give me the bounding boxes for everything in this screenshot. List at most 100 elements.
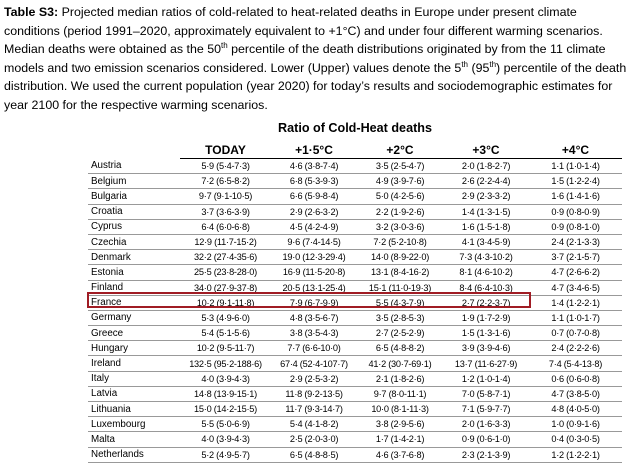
ratio-cell: 4·8 (4·0-5·0) (529, 401, 622, 418)
ratio-cell: 2·9 (2·5-3·2) (271, 371, 357, 387)
table-row: Germany 5·3 (4·9-6·0) 4·8 (3·5-6·7) 3·5 (2·… (88, 310, 622, 327)
ratio-cell: 2·3 (2·1-3·9) (443, 447, 529, 463)
ratio-cell: 1·4 (1·2-2·1) (529, 295, 622, 311)
ratio-cell: 4·0 (3·9-4·3) (180, 371, 271, 387)
table-row: Netherlands 5·2 (4·9-5·7) 6·5 (4·8-8·5) 4·6… (88, 447, 622, 463)
table-row: Lithuania 15·0 (14·2-15·5) 11·7 (9·3-14·7)… (88, 401, 622, 418)
header-3c: +3°C (443, 142, 529, 159)
table-row: Czechia 12·9 (11·7-15·2) 9·6 (7·4-14·5) 7·2… (88, 234, 622, 251)
table-row: Greece 5·4 (5·1-5·6) 3·8 (3·5-4·3) 2·7 (2·5… (88, 325, 622, 342)
table-row: Estonia 25·5 (23·8-28·0) 16·9 (11·5-20·8) 1… (88, 264, 622, 281)
caption-text-4: ) percentile of the death distribution. … (4, 60, 627, 112)
country-cell: Lithuania (88, 401, 180, 418)
table-row: Cyprus 6·4 (6·0-6·8) 4·5 (4·2-4·9) 3·2 (3·0… (88, 219, 622, 235)
ratio-cell: 12·9 (11·7-15·2) (180, 234, 271, 251)
table-row: Belgium 7·2 (6·5-8·2) 6·8 (5·3-9·3) 4·9 (3·… (88, 173, 622, 190)
ratio-cell: 16·9 (11·5-20·8) (271, 264, 357, 281)
header-country (88, 142, 180, 159)
table-caption: Table S3: Projected median ratios of col… (4, 3, 636, 115)
ratio-cell: 1·2 (1·2-2·1) (529, 447, 622, 463)
country-cell: Germany (88, 310, 180, 327)
ratio-cell: 6·5 (4·8-8·5) (271, 447, 357, 463)
caption-text-2: percentile of the death distributions or… (4, 42, 606, 75)
ratio-cell: 2·7 (2·5-2·9) (357, 325, 443, 342)
country-cell: Netherlands (88, 447, 180, 463)
ratio-cell: 1·5 (1·2-2·4) (529, 173, 622, 190)
ratio-cell: 5·5 (5·0-6·9) (180, 416, 271, 433)
ratio-cell: 7·9 (6·7-9·9) (271, 295, 357, 311)
country-cell: Luxembourg (88, 416, 180, 433)
country-cell: Cyprus (88, 219, 180, 235)
ratio-cell: 7·0 (5·8-7·1) (443, 386, 529, 403)
country-cell: Croatia (88, 204, 180, 220)
country-cell: Austria (88, 158, 180, 175)
ratio-cell: 3·7 (2·1-5·7) (529, 249, 622, 266)
table-row: Latvia 14·8 (13·9-15·1) 11·8 (9·2-13·5) 9·7… (88, 386, 622, 403)
ratio-cell: 41·2 (30·7-69·1) (357, 355, 443, 372)
ratio-cell: 7·3 (4·3-10·2) (443, 249, 529, 266)
ratio-cell: 14·0 (8·9-22·0) (357, 249, 443, 266)
table-row: Hungary 10·2 (9·5-11·7) 7·7 (6·6-10·0) 6·5 … (88, 340, 622, 357)
ratio-cell: 0·6 (0·6-0·8) (529, 371, 622, 387)
table-row: Denmark 32·2 (27·4-35·6) 19·0 (12·3-29·4) 1… (88, 249, 622, 266)
ratio-cell: 8·1 (4·6-10·2) (443, 264, 529, 281)
table-row: Bulgaria 9·7 (9·1-10·5) 6·6 (5·9-8·4) 5·0 (… (88, 188, 622, 205)
country-cell: Finland (88, 280, 180, 296)
ratio-cell: 7·2 (5·2-10·8) (357, 234, 443, 251)
country-cell: Latvia (88, 386, 180, 403)
ratio-cell: 11·7 (9·3-14·7) (271, 401, 357, 418)
ratio-cell: 2·0 (1·8-2·7) (443, 158, 529, 175)
country-cell: Denmark (88, 249, 180, 266)
ratio-cell: 15·1 (11·0-19·3) (357, 280, 443, 296)
country-cell: Greece (88, 325, 180, 342)
ratio-cell: 0·7 (0·7-0·8) (529, 325, 622, 342)
ratio-cell: 2·4 (2·2-2·6) (529, 340, 622, 357)
ratio-cell: 5·3 (4·9-6·0) (180, 310, 271, 327)
caption-label: Table S3: (4, 5, 59, 19)
ratio-cell: 0·9 (0·8-0·9) (529, 204, 622, 220)
ratio-cell: 5·4 (5·1-5·6) (180, 325, 271, 342)
table-title: Ratio of Cold-Heat deaths (278, 121, 432, 135)
ratio-cell: 32·2 (27·4-35·6) (180, 249, 271, 266)
table-row: Italy 4·0 (3·9-4·3) 2·9 (2·5-3·2) 2·1 (1·8-… (88, 371, 622, 387)
ratio-cell: 5·2 (4·9-5·7) (180, 447, 271, 463)
ratio-cell: 2·7 (2·2-3·7) (443, 295, 529, 311)
header-2c: +2°C (357, 142, 443, 159)
ratio-cell: 1·9 (1·7-2·9) (443, 310, 529, 327)
table-row: Austria 5·9 (5·4-7·3) 4·6 (3·8-7·4) 3·5 (2·… (88, 158, 622, 175)
ratio-cell: 9·7 (9·1-10·5) (180, 188, 271, 205)
country-cell: Czechia (88, 234, 180, 251)
ratio-cell: 3·7 (3·6-3·9) (180, 204, 271, 220)
ratio-cell: 13·7 (11·6-27·9) (443, 355, 529, 372)
ratio-cell: 7·1 (5·9-7·7) (443, 401, 529, 418)
ratio-cell: 1·5 (1·3-1·6) (443, 325, 529, 342)
table-row: Croatia 3·7 (3·6-3·9) 2·9 (2·6-3·2) 2·2 (1·… (88, 204, 622, 220)
ratio-cell: 15·0 (14·2-15·5) (180, 401, 271, 418)
header-4c: +4°C (529, 142, 622, 159)
ratio-cell: 3·8 (3·5-4·3) (271, 325, 357, 342)
ratio-cell: 5·5 (4·3-7·9) (357, 295, 443, 311)
ratio-cell: 4·1 (3·4-5·9) (443, 234, 529, 251)
ratio-cell: 1·2 (1·0-1·4) (443, 371, 529, 387)
ratio-cell: 4·5 (4·2-4·9) (271, 219, 357, 235)
ratio-cell: 5·0 (4·2-5·6) (357, 188, 443, 205)
table-row: Finland 34·0 (27·9-37·8) 20·5 (13·1-25·4) 1… (88, 280, 622, 296)
ratio-cell: 1·1 (1·0-1·4) (529, 158, 622, 175)
ratio-cell: 2·4 (2·1-3·3) (529, 234, 622, 251)
ratio-cell: 2·0 (1·6-3·3) (443, 416, 529, 433)
ratio-cell: 4·7 (2·6-6·2) (529, 264, 622, 281)
ratio-cell: 3·2 (3·0-3·6) (357, 219, 443, 235)
table-row: Luxembourg 5·5 (5·0-6·9) 5·4 (4·1-8·2) 3·8 … (88, 416, 622, 433)
ratio-cell: 4·9 (3·9-7·6) (357, 173, 443, 190)
ratio-cell: 4·0 (3·9-4·3) (180, 431, 271, 448)
ratio-cell: 7·4 (5·4-13·8) (529, 355, 622, 372)
ratio-cell: 2·9 (2·6-3·2) (271, 204, 357, 220)
ratio-cell: 4·6 (3·8-7·4) (271, 158, 357, 175)
table-row: Ireland 132·5 (95·2-188·6) 67·4 (52·4-107·… (88, 355, 622, 372)
country-cell: Hungary (88, 340, 180, 357)
ratio-cell: 11·8 (9·2-13·5) (271, 386, 357, 403)
ratio-cell: 4·7 (3·4-6·5) (529, 280, 622, 296)
ratio-cell: 7·2 (6·5-8·2) (180, 173, 271, 190)
country-cell: Ireland (88, 355, 180, 372)
ratio-cell: 20·5 (13·1-25·4) (271, 280, 357, 296)
